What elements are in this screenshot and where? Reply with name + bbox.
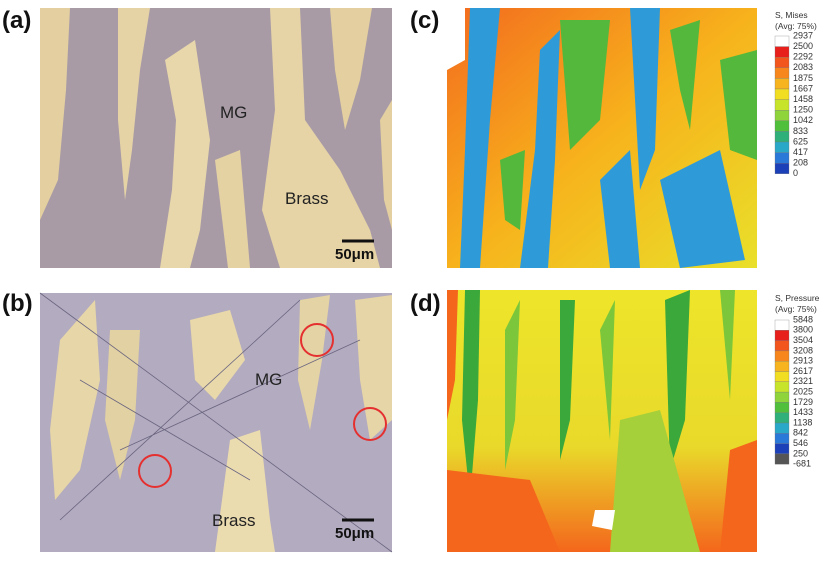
legend-value: 417 <box>793 147 808 157</box>
phase-label: Brass <box>212 511 255 530</box>
legend-value: 250 <box>793 448 808 458</box>
legend-subtitle: (Avg: 75%) <box>775 304 817 314</box>
legend-swatch <box>775 153 789 164</box>
phase-label: MG <box>220 103 247 122</box>
legend-swatch <box>775 131 789 142</box>
legend-swatch <box>775 121 789 132</box>
legend-swatch <box>775 392 789 402</box>
legend-swatch <box>775 372 789 382</box>
legend-swatch <box>775 100 789 111</box>
legend-value: 1875 <box>793 73 813 83</box>
legend-swatch <box>775 57 789 68</box>
legend-value: 1458 <box>793 94 813 104</box>
legend-value: 1042 <box>793 115 813 125</box>
legend-value: 2292 <box>793 52 813 62</box>
legend-swatch <box>775 110 789 121</box>
phase-label: Brass <box>285 189 328 208</box>
legend-value: 546 <box>793 438 808 448</box>
legend-value: 2025 <box>793 386 813 396</box>
legend-value: 5848 <box>793 314 813 324</box>
contour-d <box>447 290 757 552</box>
legend-value: 833 <box>793 126 808 136</box>
legend-value: 1729 <box>793 397 813 407</box>
legend-value: 3800 <box>793 325 813 335</box>
legend-value: -681 <box>793 459 811 469</box>
legend-value: 2500 <box>793 41 813 51</box>
contour-c <box>447 8 757 268</box>
scale-bar-label: 50μm <box>335 525 374 542</box>
legend-value: 2913 <box>793 356 813 366</box>
legend-value: 2321 <box>793 376 813 386</box>
legend-value: 2937 <box>793 30 813 40</box>
legend-swatch <box>775 78 789 89</box>
legend-value: 842 <box>793 428 808 438</box>
legend-value: 3504 <box>793 335 813 345</box>
legend-swatch <box>775 423 789 433</box>
legend-value: 0 <box>793 168 798 178</box>
legend-title: S, Mises <box>775 10 808 20</box>
legend-swatch <box>775 47 789 58</box>
legend-value: 625 <box>793 136 808 146</box>
legend-swatch <box>775 413 789 423</box>
legend-value: 3208 <box>793 345 813 355</box>
legend-value: 2083 <box>793 62 813 72</box>
phase-label: MG <box>255 370 282 389</box>
legend-swatch <box>775 433 789 443</box>
legend-value: 208 <box>793 158 808 168</box>
panel-label: (c) <box>410 7 439 34</box>
legend-swatch <box>775 330 789 340</box>
figure: (a) (b) (c) (d) MG Brass MG Brass 50μm 5… <box>0 0 840 562</box>
legend-swatch <box>775 68 789 79</box>
legend-swatch <box>775 444 789 454</box>
legend-value: 1433 <box>793 407 813 417</box>
legend-swatch <box>775 382 789 392</box>
legend-swatch <box>775 351 789 361</box>
legend-value: 1138 <box>793 417 812 427</box>
legend-swatch <box>775 163 789 174</box>
legend-value: 1250 <box>793 105 813 115</box>
panel-label: (b) <box>2 290 33 317</box>
micrograph-a <box>40 8 392 268</box>
legend-value: 2617 <box>793 366 813 376</box>
legend-swatch <box>775 341 789 351</box>
legend-title: S, Pressure <box>775 293 820 303</box>
legend-swatch <box>775 320 789 330</box>
legend-swatch <box>775 36 789 47</box>
legend-swatch <box>775 89 789 100</box>
panel-label: (d) <box>410 290 441 317</box>
legend-swatch <box>775 454 789 464</box>
legend-swatch <box>775 402 789 412</box>
panel-label: (a) <box>2 7 31 34</box>
legend-swatch <box>775 361 789 371</box>
scale-bar-label: 50μm <box>335 246 374 263</box>
legend-swatch <box>775 142 789 153</box>
legend-value: 1667 <box>793 83 813 93</box>
